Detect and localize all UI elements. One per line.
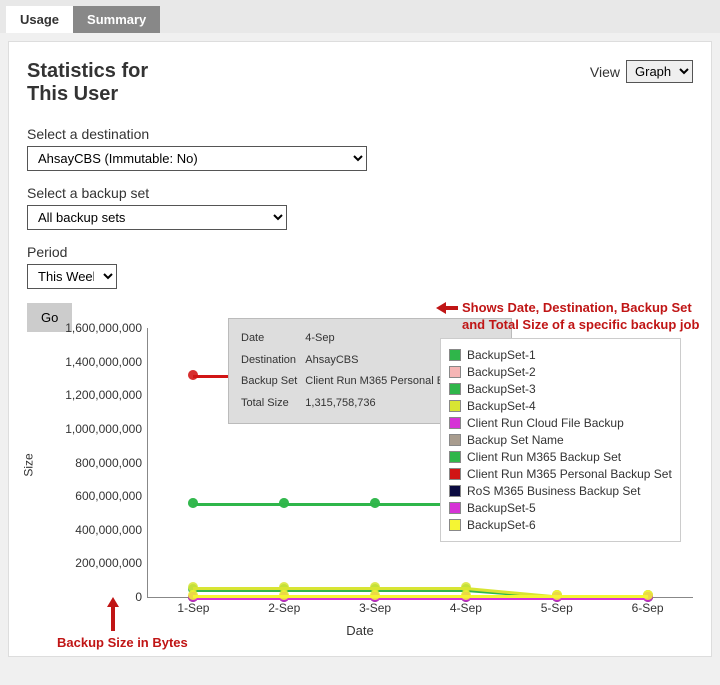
x-axis-label: Date — [346, 623, 373, 638]
tooltip-key: Date — [241, 329, 303, 349]
backupset-label: Select a backup set — [27, 185, 693, 201]
y-tick-label: 1,400,000,000 — [65, 355, 148, 369]
x-tick-label: 2-Sep — [268, 601, 300, 615]
series-point[interactable] — [188, 498, 198, 508]
legend-swatch — [449, 349, 461, 361]
series-point[interactable] — [188, 590, 198, 600]
legend-swatch — [449, 383, 461, 395]
tab-usage[interactable]: Usage — [6, 6, 73, 33]
legend-swatch — [449, 502, 461, 514]
legend-label: BackupSet-2 — [467, 365, 536, 379]
legend-item[interactable]: BackupSet-6 — [449, 518, 672, 532]
tooltip-key: Destination — [241, 351, 303, 371]
y-tick-label: 800,000,000 — [75, 456, 148, 470]
y-tick-label: 600,000,000 — [75, 489, 148, 503]
series-segment — [557, 595, 648, 598]
legend-label: Client Run M365 Personal Backup Set — [467, 467, 672, 481]
tab-bar: Usage Summary — [0, 0, 720, 33]
series-segment — [284, 595, 375, 598]
arrow-left-icon — [436, 302, 458, 314]
series-point[interactable] — [643, 590, 653, 600]
legend-item[interactable]: BackupSet-2 — [449, 365, 672, 379]
legend-label: Client Run Cloud File Backup — [467, 416, 624, 430]
stats-panel: Statistics for This User View Graph Sele… — [8, 41, 712, 657]
chart-plot: Date4-SepDestinationAhsayCBSBackup SetCl… — [147, 328, 693, 598]
arrow-up-icon — [107, 597, 119, 631]
legend-label: BackupSet-5 — [467, 501, 536, 515]
legend-label: Client Run M365 Backup Set — [467, 450, 621, 464]
legend-item[interactable]: BackupSet-1 — [449, 348, 672, 362]
series-segment — [284, 503, 375, 506]
period-label: Period — [27, 244, 693, 260]
annotation-tooltip-note: Shows Date, Destination, Backup Set and … — [462, 300, 712, 334]
series-point[interactable] — [552, 590, 562, 600]
tab-summary[interactable]: Summary — [73, 6, 160, 33]
legend-label: BackupSet-1 — [467, 348, 536, 362]
series-segment — [193, 503, 284, 506]
chart-legend: BackupSet-1 BackupSet-2 BackupSet-3 BackupS… — [440, 338, 681, 542]
y-tick-label: 1,000,000,000 — [65, 422, 148, 436]
destination-select[interactable]: AhsayCBS (Immutable: No) — [27, 146, 367, 171]
legend-item[interactable]: BackupSet-5 — [449, 501, 672, 515]
legend-swatch — [449, 468, 461, 480]
legend-label: RoS M365 Business Backup Set — [467, 484, 640, 498]
legend-item[interactable]: BackupSet-4 — [449, 399, 672, 413]
series-segment — [193, 587, 284, 590]
legend-label: BackupSet-4 — [467, 399, 536, 413]
legend-swatch — [449, 366, 461, 378]
series-point[interactable] — [461, 590, 471, 600]
series-point[interactable] — [279, 498, 289, 508]
legend-swatch — [449, 485, 461, 497]
tooltip-key: Total Size — [241, 394, 303, 414]
series-segment — [466, 595, 557, 598]
legend-item[interactable]: Client Run M365 Personal Backup Set — [449, 467, 672, 481]
legend-label: BackupSet-6 — [467, 518, 536, 532]
series-point[interactable] — [370, 590, 380, 600]
x-tick-label: 6-Sep — [632, 601, 664, 615]
series-segment — [375, 587, 466, 590]
y-axis-label: Size — [22, 453, 36, 476]
series-point[interactable] — [370, 498, 380, 508]
x-tick-label: 3-Sep — [359, 601, 391, 615]
legend-item[interactable]: RoS M365 Business Backup Set — [449, 484, 672, 498]
legend-swatch — [449, 434, 461, 446]
annotation-yaxis-note: Backup Size in Bytes — [57, 635, 188, 650]
series-segment — [375, 595, 466, 598]
y-tick-label: 0 — [135, 590, 148, 604]
legend-item[interactable]: Client Run M365 Backup Set — [449, 450, 672, 464]
y-tick-label: 200,000,000 — [75, 556, 148, 570]
x-tick-label: 1-Sep — [177, 601, 209, 615]
legend-swatch — [449, 451, 461, 463]
view-select[interactable]: Graph — [626, 60, 693, 83]
legend-item[interactable]: Client Run Cloud File Backup — [449, 416, 672, 430]
destination-label: Select a destination — [27, 126, 693, 142]
legend-swatch — [449, 417, 461, 429]
tooltip-key: Backup Set — [241, 372, 303, 392]
legend-item[interactable]: BackupSet-3 — [449, 382, 672, 396]
legend-label: Backup Set Name — [467, 433, 564, 447]
y-tick-label: 1,600,000,000 — [65, 321, 148, 335]
series-point[interactable] — [279, 590, 289, 600]
legend-swatch — [449, 400, 461, 412]
y-tick-label: 1,200,000,000 — [65, 388, 148, 402]
series-point[interactable] — [188, 370, 198, 380]
backupset-select[interactable]: All backup sets — [27, 205, 287, 230]
period-select[interactable]: This Week — [27, 264, 117, 289]
chart-area: Size Date4-SepDestinationAhsayCBSBackup … — [27, 308, 693, 638]
x-tick-label: 4-Sep — [450, 601, 482, 615]
legend-item[interactable]: Backup Set Name — [449, 433, 672, 447]
series-segment — [284, 587, 375, 590]
page-title: Statistics for This User — [27, 60, 187, 106]
series-segment — [193, 595, 284, 598]
view-label: View — [590, 64, 620, 80]
legend-swatch — [449, 519, 461, 531]
legend-label: BackupSet-3 — [467, 382, 536, 396]
x-tick-label: 5-Sep — [541, 601, 573, 615]
y-tick-label: 400,000,000 — [75, 523, 148, 537]
